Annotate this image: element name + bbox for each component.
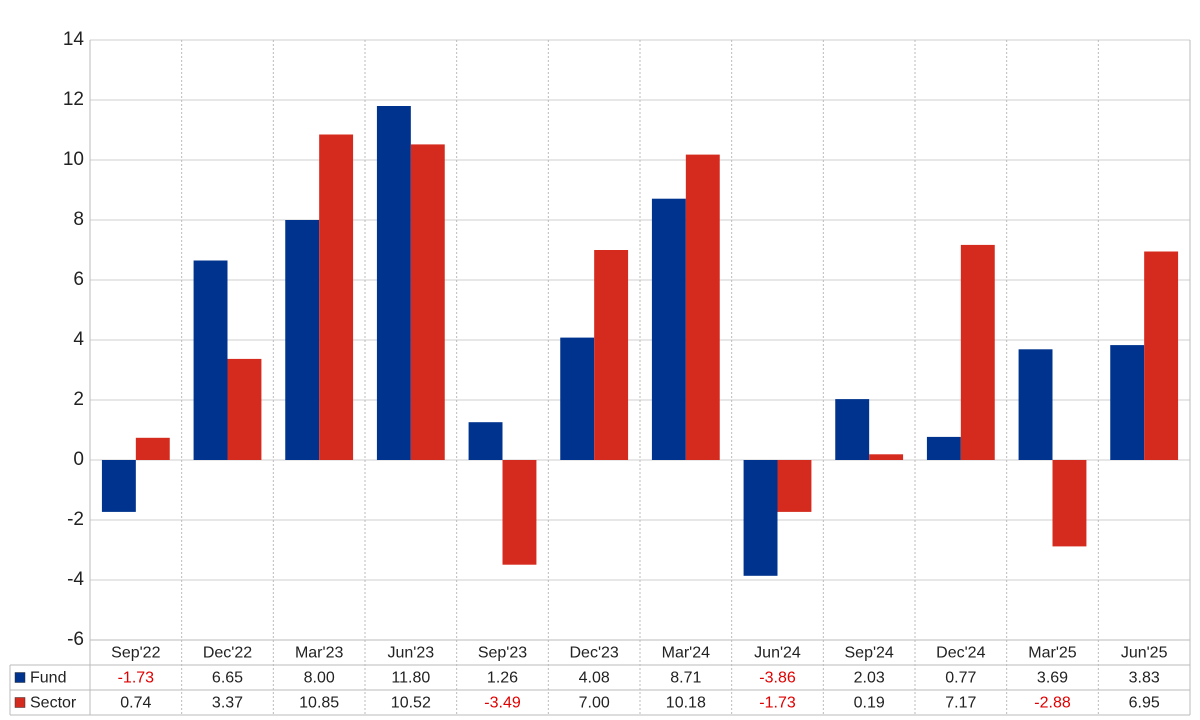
y-tick-label: 4 (73, 329, 84, 350)
y-tick-label: -2 (67, 509, 84, 530)
table-value: 6.95 (1129, 695, 1160, 712)
table-value: 3.37 (212, 695, 243, 712)
table-value: 1.26 (487, 670, 518, 687)
bar (560, 337, 595, 460)
table-value: -2.88 (1034, 695, 1071, 712)
bar (468, 422, 503, 460)
x-tick-label: Mar'25 (1028, 645, 1077, 662)
bar (502, 460, 537, 565)
y-tick-label: 12 (63, 89, 84, 110)
bar (1144, 251, 1179, 460)
y-tick-label: -4 (67, 569, 84, 590)
legend-swatch (14, 697, 26, 708)
table-value: 8.71 (670, 670, 701, 687)
bar (101, 460, 136, 512)
x-tick-label: Mar'24 (662, 645, 711, 662)
y-tick-label: 0 (73, 449, 84, 470)
bar (777, 460, 812, 512)
bar (926, 436, 961, 460)
table-value: -3.86 (759, 670, 796, 687)
table-value: 10.52 (391, 695, 431, 712)
table-value: 8.00 (304, 670, 335, 687)
x-tick-label: Dec'24 (936, 645, 985, 662)
bar (594, 250, 629, 460)
bar (1052, 460, 1087, 547)
y-tick-label: 10 (63, 149, 84, 170)
bar (319, 134, 354, 460)
x-tick-label: Dec'22 (203, 645, 252, 662)
y-tick-label: 8 (73, 209, 84, 230)
bar (960, 244, 995, 460)
legend-label: Fund (30, 670, 66, 687)
y-tick-label: 6 (73, 269, 84, 290)
x-tick-label: Sep'23 (478, 645, 527, 662)
table-value: -3.49 (484, 695, 521, 712)
y-tick-label: -6 (67, 629, 84, 650)
bar (193, 260, 228, 460)
legend-swatch (14, 672, 26, 683)
table-value: 0.19 (854, 695, 885, 712)
table-value: 3.83 (1129, 670, 1160, 687)
table-value: 11.80 (391, 670, 430, 687)
table-value: 10.85 (299, 695, 339, 712)
bar (410, 144, 445, 460)
x-tick-label: Sep'22 (111, 645, 160, 662)
x-tick-label: Jun'23 (388, 645, 435, 662)
table-value: 2.03 (854, 670, 885, 687)
bar (1018, 349, 1053, 460)
table-value: 6.65 (212, 670, 243, 687)
bar (285, 220, 320, 460)
bar (743, 460, 778, 576)
x-tick-label: Jun'25 (1121, 645, 1168, 662)
table-value: -1.73 (118, 670, 155, 687)
bar (1110, 345, 1145, 460)
legend-label: Sector (30, 695, 77, 712)
bar (869, 454, 904, 460)
table-value: 10.18 (666, 695, 706, 712)
bar (651, 198, 686, 460)
bar (376, 106, 411, 460)
table-value: 0.77 (945, 670, 976, 687)
table-value: 7.17 (945, 695, 976, 712)
table-value: 0.74 (120, 695, 151, 712)
table-value: -1.73 (759, 695, 796, 712)
x-tick-label: Mar'23 (295, 645, 344, 662)
bar (135, 437, 170, 460)
bar (227, 358, 262, 460)
table-value: 7.00 (579, 695, 610, 712)
y-tick-label: 2 (73, 389, 84, 410)
table-value: 3.69 (1037, 670, 1068, 687)
x-tick-label: Jun'24 (754, 645, 801, 662)
y-tick-label: 14 (63, 29, 85, 50)
bar (835, 399, 870, 460)
table-value: 4.08 (579, 670, 610, 687)
x-tick-label: Sep'24 (845, 645, 894, 662)
bar (685, 154, 720, 460)
x-tick-label: Dec'23 (570, 645, 619, 662)
